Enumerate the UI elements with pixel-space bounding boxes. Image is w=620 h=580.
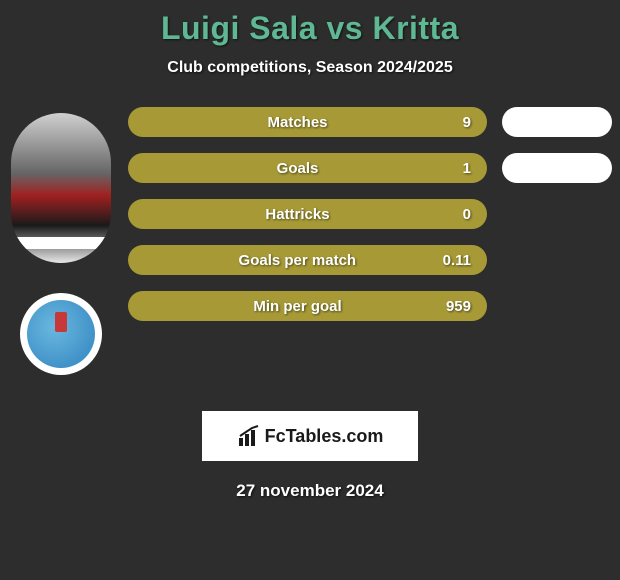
stat-value: 0.11 [443,252,471,269]
stat-label: Goals [128,160,443,177]
stat-label: Goals per match [128,252,443,269]
stat-row-matches: Matches 9 [128,107,487,137]
chart-icon [237,424,261,448]
subtitle: Club competitions, Season 2024/2025 [0,59,620,77]
footer: FcTables.com 27 november 2024 [0,411,620,501]
logo-text: FcTables.com [265,426,384,447]
stat-value: 1 [443,160,471,177]
left-column [8,107,113,375]
date-text: 27 november 2024 [236,481,383,501]
player-photo [11,113,111,263]
stat-row-mpg: Min per goal 959 [128,291,487,321]
stat-label: Matches [128,114,443,131]
stat-row-goals: Goals 1 [128,153,487,183]
content-row: Matches 9 Goals 1 Hattricks 0 Goals per … [0,107,620,375]
main-container: Luigi Sala vs Kritta Club competitions, … [0,0,620,511]
page-title: Luigi Sala vs Kritta [0,10,620,47]
stat-label: Hattricks [128,206,443,223]
right-spacer [502,291,612,321]
stat-value: 959 [443,298,471,315]
club-badge-inner [27,300,95,368]
right-pill-matches [502,107,612,137]
logo-box: FcTables.com [202,411,418,461]
stat-value: 9 [443,114,471,131]
club-badge [20,293,102,375]
right-spacer [502,199,612,229]
right-pill-goals [502,153,612,183]
right-spacer [502,245,612,275]
stat-label: Min per goal [128,298,443,315]
stat-row-hattricks: Hattricks 0 [128,199,487,229]
right-column [502,107,612,321]
stats-column: Matches 9 Goals 1 Hattricks 0 Goals per … [128,107,487,321]
stat-value: 0 [443,206,471,223]
stat-row-gpm: Goals per match 0.11 [128,245,487,275]
